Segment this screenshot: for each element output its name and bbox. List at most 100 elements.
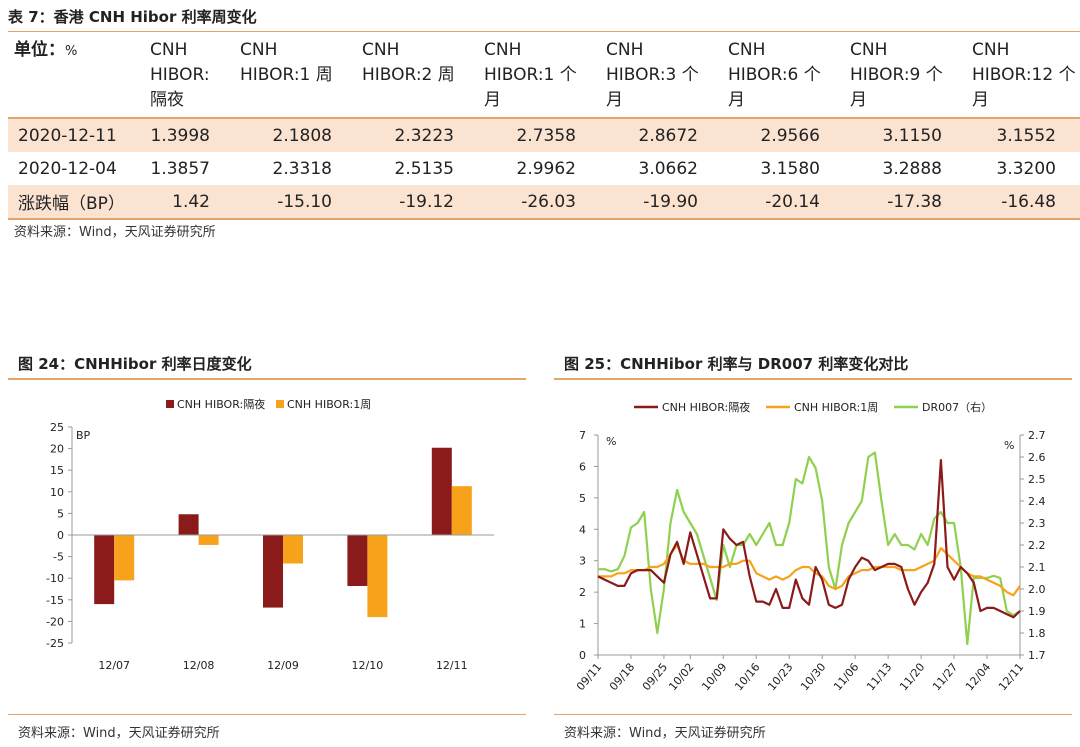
y-axis-unit: BP	[76, 429, 91, 442]
right-tick-label: 2.6	[1028, 451, 1046, 464]
header-line: HIBOR:9 个	[850, 65, 943, 85]
y-tick-label: 15	[50, 464, 64, 477]
y-tick-label: 25	[50, 421, 64, 434]
fig25-caption: 图 25：CNHHibor 利率与 DR007 利率变化对比	[564, 355, 909, 373]
x-tick-label: 10/02	[666, 661, 696, 694]
header-line: CNH	[362, 40, 400, 60]
header-2w: CNH HIBOR:2 周	[356, 34, 478, 118]
table-cell: 2.8672	[600, 117, 722, 152]
fig25-bottom-rule	[554, 714, 1072, 715]
bar	[198, 535, 219, 545]
left-tick-label: 0	[579, 649, 586, 662]
unit-header: 单位：%	[8, 34, 144, 118]
unit-label: 单位：	[14, 40, 65, 60]
header-line: HIBOR:2 周	[362, 65, 455, 85]
bar	[94, 535, 115, 605]
x-tick-label: 11/27	[930, 661, 960, 694]
header-line: CNH	[240, 40, 278, 60]
x-tick-label: 12/09	[267, 659, 299, 672]
x-tick-label: 12/04	[963, 661, 993, 694]
bar	[347, 535, 368, 586]
header-line: CNH	[972, 40, 1010, 60]
x-tick-label: 11/13	[864, 661, 894, 694]
legend-label: DR007（右）	[922, 400, 992, 414]
table-cell: 2.3318	[272, 158, 332, 179]
table-cell: 3.3200	[996, 158, 1056, 179]
header-6m: CNH HIBOR:6 个月	[722, 34, 844, 118]
y-tick-label: -20	[46, 615, 64, 628]
header-12m: CNH HIBOR:12 个月	[966, 34, 1080, 118]
x-tick-label: 09/25	[640, 661, 670, 694]
header-line: 月	[484, 90, 501, 110]
right-tick-label: 2.3	[1028, 517, 1046, 530]
legend-label: CNH HIBOR:1周	[287, 398, 371, 411]
header-line: HIBOR:	[150, 65, 210, 85]
bar	[451, 486, 472, 535]
hibor-table: 单位：% CNH HIBOR: 隔夜 CNH HIBOR:1 周 CNH HIBOR:2…	[8, 34, 1080, 220]
bar	[283, 535, 303, 564]
left-tick-label: 4	[579, 523, 586, 536]
x-tick-label: 10/09	[699, 661, 729, 694]
header-line: HIBOR:1 周	[240, 65, 333, 85]
right-tick-label: 2.2	[1028, 539, 1046, 552]
fig24-bottom-rule	[8, 714, 526, 715]
x-tick-label: 09/11	[574, 661, 604, 694]
bar	[367, 535, 388, 618]
fig24-top-rule	[8, 378, 526, 380]
right-tick-label: 2.5	[1028, 473, 1046, 486]
header-line: HIBOR:12 个	[972, 65, 1076, 85]
table-cell: -15.10	[234, 185, 356, 220]
table-cell: -17.38	[844, 185, 966, 220]
table-cell: 2.5135	[394, 158, 454, 179]
table-source: 资料来源：Wind，天风证券研究所	[14, 225, 216, 240]
legend-label: CNH HIBOR:隔夜	[177, 397, 265, 411]
x-tick-label: 12/08	[183, 659, 215, 672]
fig24-source: 资料来源：Wind，天风证券研究所	[18, 726, 220, 741]
x-tick-label: 10/16	[732, 661, 762, 694]
table-cell: -26.03	[478, 185, 600, 220]
table-cell: -16.48	[966, 185, 1080, 220]
legend-swatch	[166, 400, 174, 408]
right-tick-label: 1.9	[1028, 605, 1046, 618]
header-line: CNH	[850, 40, 888, 60]
y-tick-label: 20	[50, 443, 64, 456]
table-cell: 2.9566	[722, 117, 844, 152]
y-tick-label: -25	[46, 637, 64, 650]
series-line	[598, 543, 1021, 597]
caption-rule	[8, 31, 1080, 32]
x-tick-label: 12/10	[352, 659, 384, 672]
table-cell: -19.12	[356, 185, 478, 220]
x-tick-label: 11/06	[831, 661, 861, 694]
header-9m: CNH HIBOR:9 个月	[844, 34, 966, 118]
header-line: 月	[850, 90, 867, 110]
fig25-top-rule	[554, 378, 1072, 380]
table-row: 2020-12-04 1.3857 2.3318 2.5135 2.9962 3…	[8, 152, 1080, 185]
fig24-bar-chart: CNH HIBOR:隔夜 CNH HIBOR:1周 25 20 15 10 5 0 -5 -10 -…	[46, 397, 494, 672]
right-tick-label: 2.7	[1028, 429, 1046, 442]
fig25-source: 资料来源：Wind，天风证券研究所	[564, 726, 766, 741]
left-tick-label: 6	[579, 460, 586, 473]
right-tick-label: 2.4	[1028, 495, 1046, 508]
left-axis-unit: %	[606, 435, 616, 448]
header-line: 月	[606, 90, 623, 110]
header-line: HIBOR:3 个	[606, 65, 699, 85]
header-overnight: CNH HIBOR: 隔夜	[144, 34, 234, 118]
y-tick-label: 5	[57, 507, 64, 520]
unit-value: %	[65, 44, 78, 59]
y-tick-label: 0	[57, 529, 64, 542]
left-tick-label: 2	[579, 586, 586, 599]
header-1w: CNH HIBOR:1 周	[234, 34, 356, 118]
table-cell: 2.9962	[516, 158, 576, 179]
right-tick-label: 1.8	[1028, 627, 1046, 640]
table-cell: 3.2888	[882, 158, 942, 179]
table-cell: 1.3857	[150, 158, 210, 179]
table-cell: 1.42	[144, 185, 234, 220]
legend-swatch	[276, 400, 284, 408]
x-tick-label: 12/07	[98, 659, 130, 672]
x-tick-label: 11/20	[897, 661, 927, 694]
row-label: 涨跌幅（BP）	[8, 185, 144, 220]
header-line: CNH	[728, 40, 766, 60]
row-label: 2020-12-11	[8, 117, 144, 152]
right-axis-unit: %	[1004, 439, 1014, 452]
right-tick-label: 2.0	[1028, 583, 1046, 596]
